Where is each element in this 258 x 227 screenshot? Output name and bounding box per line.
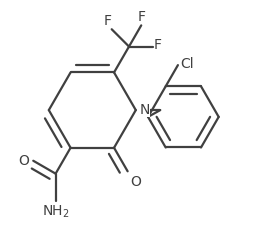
Text: F: F (104, 14, 112, 28)
Text: O: O (130, 175, 141, 189)
Text: NH$_2$: NH$_2$ (42, 204, 69, 220)
Text: O: O (18, 154, 29, 168)
Text: N: N (139, 103, 150, 117)
Text: Cl: Cl (181, 57, 194, 71)
Text: F: F (137, 10, 145, 24)
Text: F: F (154, 38, 162, 52)
